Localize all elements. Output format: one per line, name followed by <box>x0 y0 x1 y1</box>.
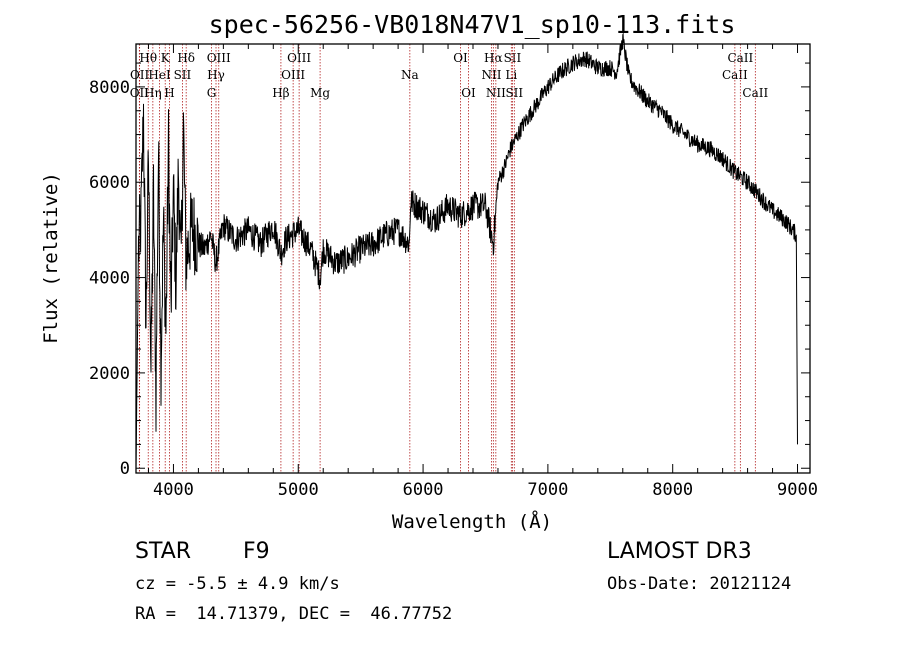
line-marker-label-23: SII <box>504 51 522 65</box>
line-marker-label-4: HeI <box>148 68 171 82</box>
x-axis-ticks: 4000 5000 6000 7000 8000 9000 <box>147 44 818 500</box>
line-markers: OIIOIIHθHηHeIKHSIIHδGHγOIIIHβOIIIOIIIMgN… <box>130 44 768 473</box>
line-marker-label-26: CaII <box>727 51 753 65</box>
line-marker-label-6: H <box>164 86 174 100</box>
line-marker-label-7: SII <box>174 68 192 82</box>
line-marker-label-18: OI <box>461 86 476 100</box>
line-marker-label-15: Mg <box>310 86 330 100</box>
spectrum-chart: spec-56256-VB018N47V1_sp10-113.fits OII O… <box>40 10 818 533</box>
line-marker-label-20: Hα <box>484 51 503 65</box>
object-class: STAR <box>135 539 192 564</box>
y-tick-label-0: 0 <box>120 459 130 479</box>
line-marker-label-12: Hβ <box>272 86 289 100</box>
line-marker-label-16: Na <box>401 68 419 82</box>
line-marker-label-24: SII <box>505 86 523 100</box>
y-tick-label-2: 4000 <box>89 269 130 289</box>
line-marker-label-13: OIII <box>281 68 305 82</box>
x-tick-label-3: 7000 <box>527 480 568 500</box>
line-marker-label-21: NII <box>486 86 506 100</box>
line-marker-label-9: G <box>207 86 217 100</box>
redshift-velocity: cz = -5.5 ± 4.9 km/s <box>135 574 340 594</box>
chart-title: spec-56256-VB018N47V1_sp10-113.fits <box>209 10 736 39</box>
line-marker-label-22: Li <box>505 68 517 82</box>
x-tick-label-0: 4000 <box>153 480 194 500</box>
spectrum-line <box>135 32 798 469</box>
line-marker-label-11: OIII <box>207 51 231 65</box>
plot-frame <box>135 43 811 474</box>
line-marker-label-17: OI <box>453 51 468 65</box>
survey-name: LAMOST DR3 <box>607 539 752 564</box>
line-marker-label-14: OIII <box>287 51 311 65</box>
x-tick-label-5: 9000 <box>777 480 818 500</box>
line-marker-label-27: CaII <box>742 86 768 100</box>
y-tick-label-4: 8000 <box>89 78 130 98</box>
y-axis-ticks: 0 2000 4000 6000 8000 <box>89 62 810 479</box>
x-tick-label-1: 5000 <box>278 480 319 500</box>
y-tick-label-3: 6000 <box>89 173 130 193</box>
line-marker-label-10: Hγ <box>207 68 225 82</box>
y-axis-label: Flux (relative) <box>40 172 62 344</box>
x-tick-label-2: 6000 <box>403 480 444 500</box>
line-marker-label-8: Hδ <box>177 51 195 65</box>
observation-date: Obs-Date: 20121124 <box>607 574 792 594</box>
line-marker-label-25: CaII <box>722 68 748 82</box>
line-marker-label-19: NII <box>481 68 501 82</box>
spectral-subclass: F9 <box>243 539 270 564</box>
line-marker-label-1: OII <box>130 68 150 82</box>
line-marker-label-5: K <box>161 51 171 65</box>
x-tick-label-4: 8000 <box>652 480 693 500</box>
sky-coordinates: RA = 14.71379, DEC = 46.77752 <box>135 604 453 624</box>
line-marker-label-3: Hη <box>144 86 162 100</box>
y-tick-label-1: 2000 <box>89 364 130 384</box>
x-axis-label: Wavelength (Å) <box>392 510 552 533</box>
line-marker-label-2: Hθ <box>139 51 157 65</box>
